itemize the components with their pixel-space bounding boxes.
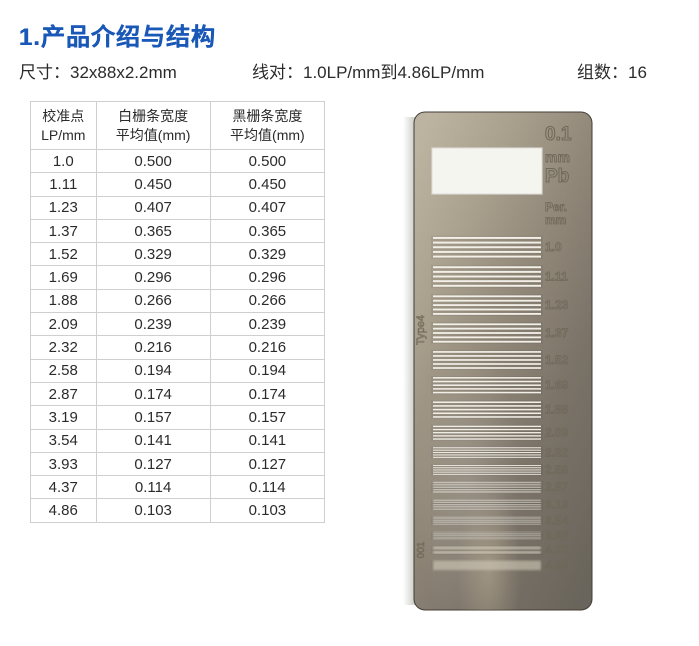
- svg-text:mm: mm: [545, 213, 566, 227]
- svg-text:4.86: 4.86: [545, 558, 569, 572]
- svg-text:2.32: 2.32: [545, 446, 569, 460]
- svg-text:mm: mm: [545, 149, 570, 165]
- svg-text:2.87: 2.87: [545, 480, 569, 494]
- svg-text:2.58: 2.58: [545, 463, 569, 477]
- svg-text:3.54: 3.54: [545, 514, 569, 528]
- svg-text:1.11: 1.11: [545, 270, 568, 284]
- svg-text:1.0: 1.0: [545, 240, 562, 254]
- svg-text:3.93: 3.93: [545, 528, 569, 542]
- svg-text:1.52: 1.52: [545, 353, 569, 367]
- svg-text:Per.: Per.: [545, 200, 567, 214]
- svg-text:3.19: 3.19: [545, 498, 569, 512]
- svg-text:Pb: Pb: [545, 166, 569, 187]
- svg-text:001: 001: [416, 541, 427, 558]
- svg-text:1.69: 1.69: [545, 378, 569, 392]
- svg-text:Type4: Type4: [415, 315, 427, 345]
- svg-text:4.37: 4.37: [545, 543, 569, 557]
- svg-text:2.09: 2.09: [545, 426, 569, 440]
- svg-text:1.37: 1.37: [545, 326, 569, 340]
- svg-text:0.1: 0.1: [545, 124, 572, 145]
- svg-text:1.23: 1.23: [545, 298, 569, 312]
- svg-text:1.88: 1.88: [545, 403, 569, 417]
